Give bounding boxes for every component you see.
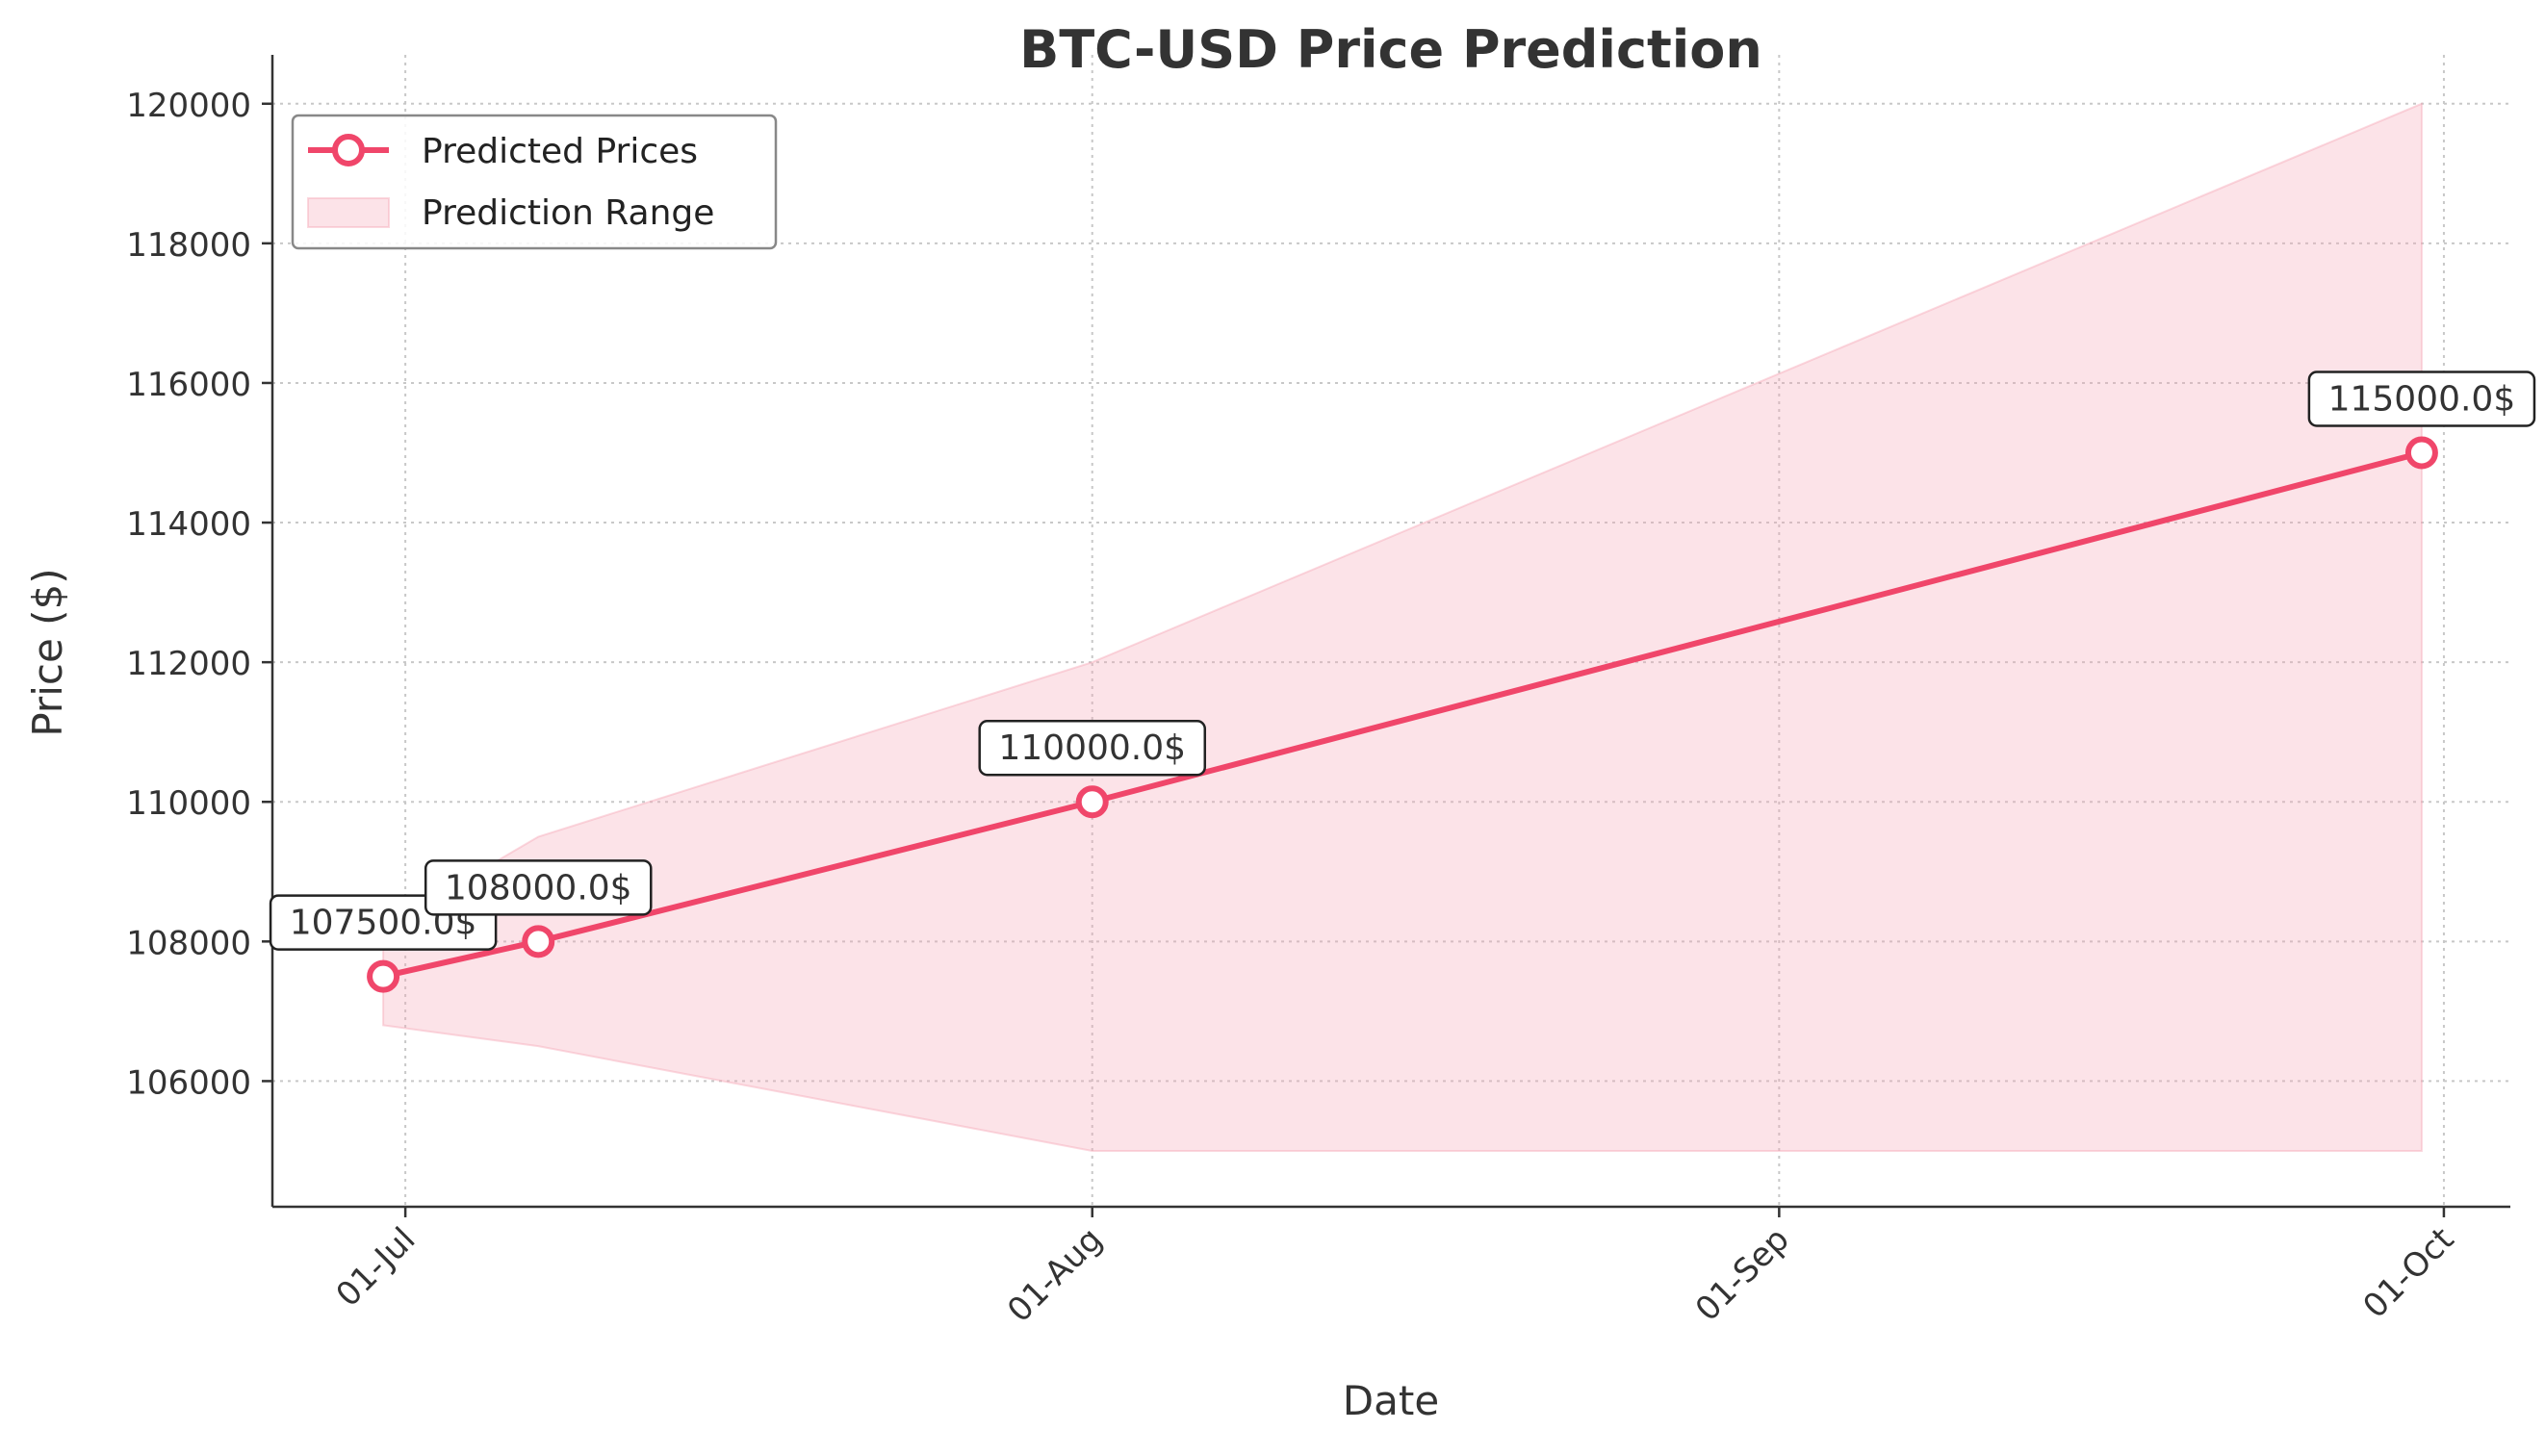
y-tick-label: 110000 [126, 784, 251, 823]
y-tick-label: 108000 [126, 924, 251, 962]
y-tick-label: 112000 [126, 645, 251, 683]
y-tick-label: 106000 [126, 1063, 251, 1102]
y-tick-label: 118000 [126, 226, 251, 265]
y-tick-label: 120000 [126, 87, 251, 125]
data-point-marker [1075, 785, 1109, 819]
y-tick-label: 114000 [126, 505, 251, 544]
data-label-annotation: 115000.0$ [2307, 370, 2536, 427]
x-tick-label: 01-Aug [1000, 1220, 1110, 1330]
data-point-marker [522, 925, 555, 958]
y-tick-label: 116000 [126, 366, 251, 404]
x-axis-label: Date [1343, 1377, 1439, 1424]
grid-lines [272, 55, 2510, 1207]
data-label-text: 115000.0$ [2328, 380, 2516, 420]
x-tick-label: 01-Oct [2356, 1220, 2462, 1326]
data-label-box [978, 719, 1207, 777]
legend-marker-swatch [332, 134, 365, 166]
prediction-range-area [382, 102, 2423, 1152]
chart-title: BTC-USD Price Prediction [1019, 19, 1762, 80]
data-label-text: 110000.0$ [998, 728, 1186, 768]
legend-band-swatch [307, 197, 390, 228]
legend-box [291, 114, 778, 250]
legend-label-prediction-range: Prediction Range [422, 193, 714, 233]
legend-label-predicted-prices: Predicted Prices [422, 132, 698, 171]
x-tick-label: 01-Sep [1688, 1220, 1797, 1329]
predicted-prices-series [367, 436, 2438, 993]
data-label-box [424, 859, 653, 916]
data-point-marker [2404, 436, 2438, 470]
legend: Predicted Prices Prediction Range [291, 114, 778, 250]
x-tick-label: 01-Jul [329, 1220, 424, 1315]
predicted-prices-line [380, 449, 2425, 980]
data-label-text: 108000.0$ [445, 868, 632, 907]
data-label-annotation: 108000.0$ [424, 859, 653, 916]
y-axis-label: Price ($) [24, 568, 71, 736]
prediction-range-band [382, 102, 2423, 1152]
data-point-marker [367, 959, 400, 993]
data-label-box [2307, 370, 2536, 427]
data-annotations: 107500.0$108000.0$110000.0$115000.0$ [269, 370, 2536, 951]
data-label-annotation: 110000.0$ [978, 719, 1207, 777]
